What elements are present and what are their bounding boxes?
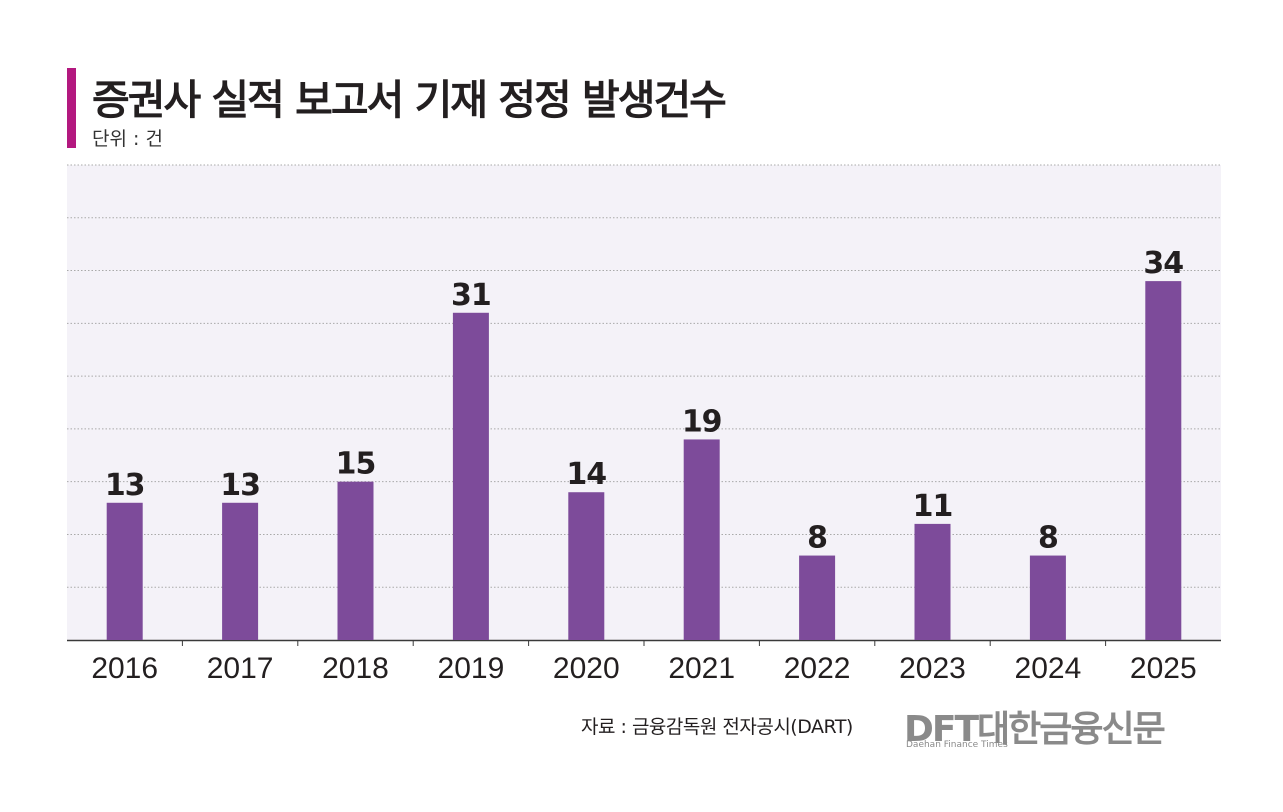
- x-tick-label-2017: 2017: [207, 652, 274, 685]
- x-tick-label-2024: 2024: [1015, 652, 1082, 685]
- publisher-logo: DFT대한금융신문 Daehan Finance Times: [904, 700, 1166, 752]
- bar-2025: [1145, 281, 1182, 640]
- x-tick-label-2016: 2016: [91, 652, 158, 685]
- data-label-2021: 19: [682, 404, 722, 439]
- title-accent-bar: [67, 68, 76, 148]
- bar-2017: [222, 502, 259, 640]
- bar-2019: [452, 312, 489, 640]
- logo-text: DFT대한금융신문: [904, 709, 1166, 750]
- data-label-2019: 31: [451, 278, 491, 313]
- bar-2022: [799, 555, 836, 640]
- x-tick-label-2022: 2022: [784, 652, 851, 685]
- data-label-2020: 14: [566, 457, 606, 492]
- chart-title: 증권사 실적 보고서 기재 정정 발생건수: [92, 76, 727, 124]
- source-note: 자료 : 금융감독원 전자공시(DART): [581, 716, 853, 738]
- x-tick-label-2019: 2019: [438, 652, 505, 685]
- bar-2023: [914, 523, 951, 640]
- plot-background: [67, 165, 1221, 640]
- logo-subtext: Daehan Finance Times: [906, 740, 1008, 750]
- data-label-2018: 15: [336, 447, 376, 482]
- bar-2020: [568, 492, 605, 640]
- data-label-2017: 13: [220, 468, 260, 503]
- data-label-2023: 11: [913, 489, 953, 524]
- x-tick-label-2023: 2023: [899, 652, 966, 685]
- data-label-2024: 8: [1038, 521, 1058, 556]
- data-label-2025: 34: [1143, 246, 1183, 281]
- x-tick-label-2025: 2025: [1130, 652, 1197, 685]
- bar-2021: [683, 439, 720, 640]
- bar-2016: [106, 502, 143, 640]
- unit-label: 단위 : 건: [92, 128, 163, 150]
- data-label-2016: 13: [105, 468, 145, 503]
- data-label-2022: 8: [807, 521, 827, 556]
- x-tick-label-2020: 2020: [553, 652, 620, 685]
- bar-2018: [337, 481, 374, 640]
- x-tick-label-2018: 2018: [322, 652, 389, 685]
- x-tick-label-2021: 2021: [668, 652, 735, 685]
- bar-2024: [1029, 555, 1066, 640]
